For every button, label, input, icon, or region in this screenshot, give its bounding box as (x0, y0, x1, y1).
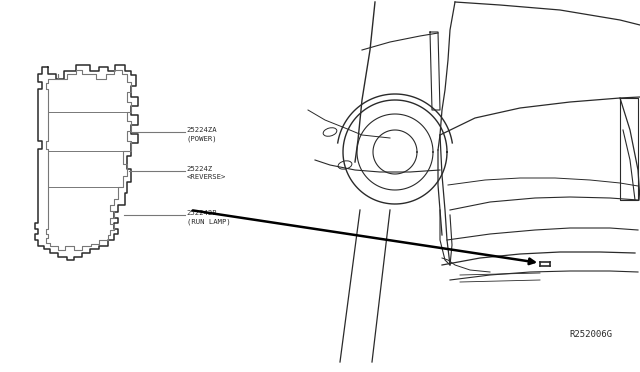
Text: 252242B
(RUN LAMP): 252242B (RUN LAMP) (187, 211, 230, 225)
Text: 25224ZA
(POWER): 25224ZA (POWER) (187, 128, 218, 142)
Text: 25224Z
<REVERSE>: 25224Z <REVERSE> (187, 166, 227, 180)
Text: R252006G: R252006G (570, 330, 612, 339)
